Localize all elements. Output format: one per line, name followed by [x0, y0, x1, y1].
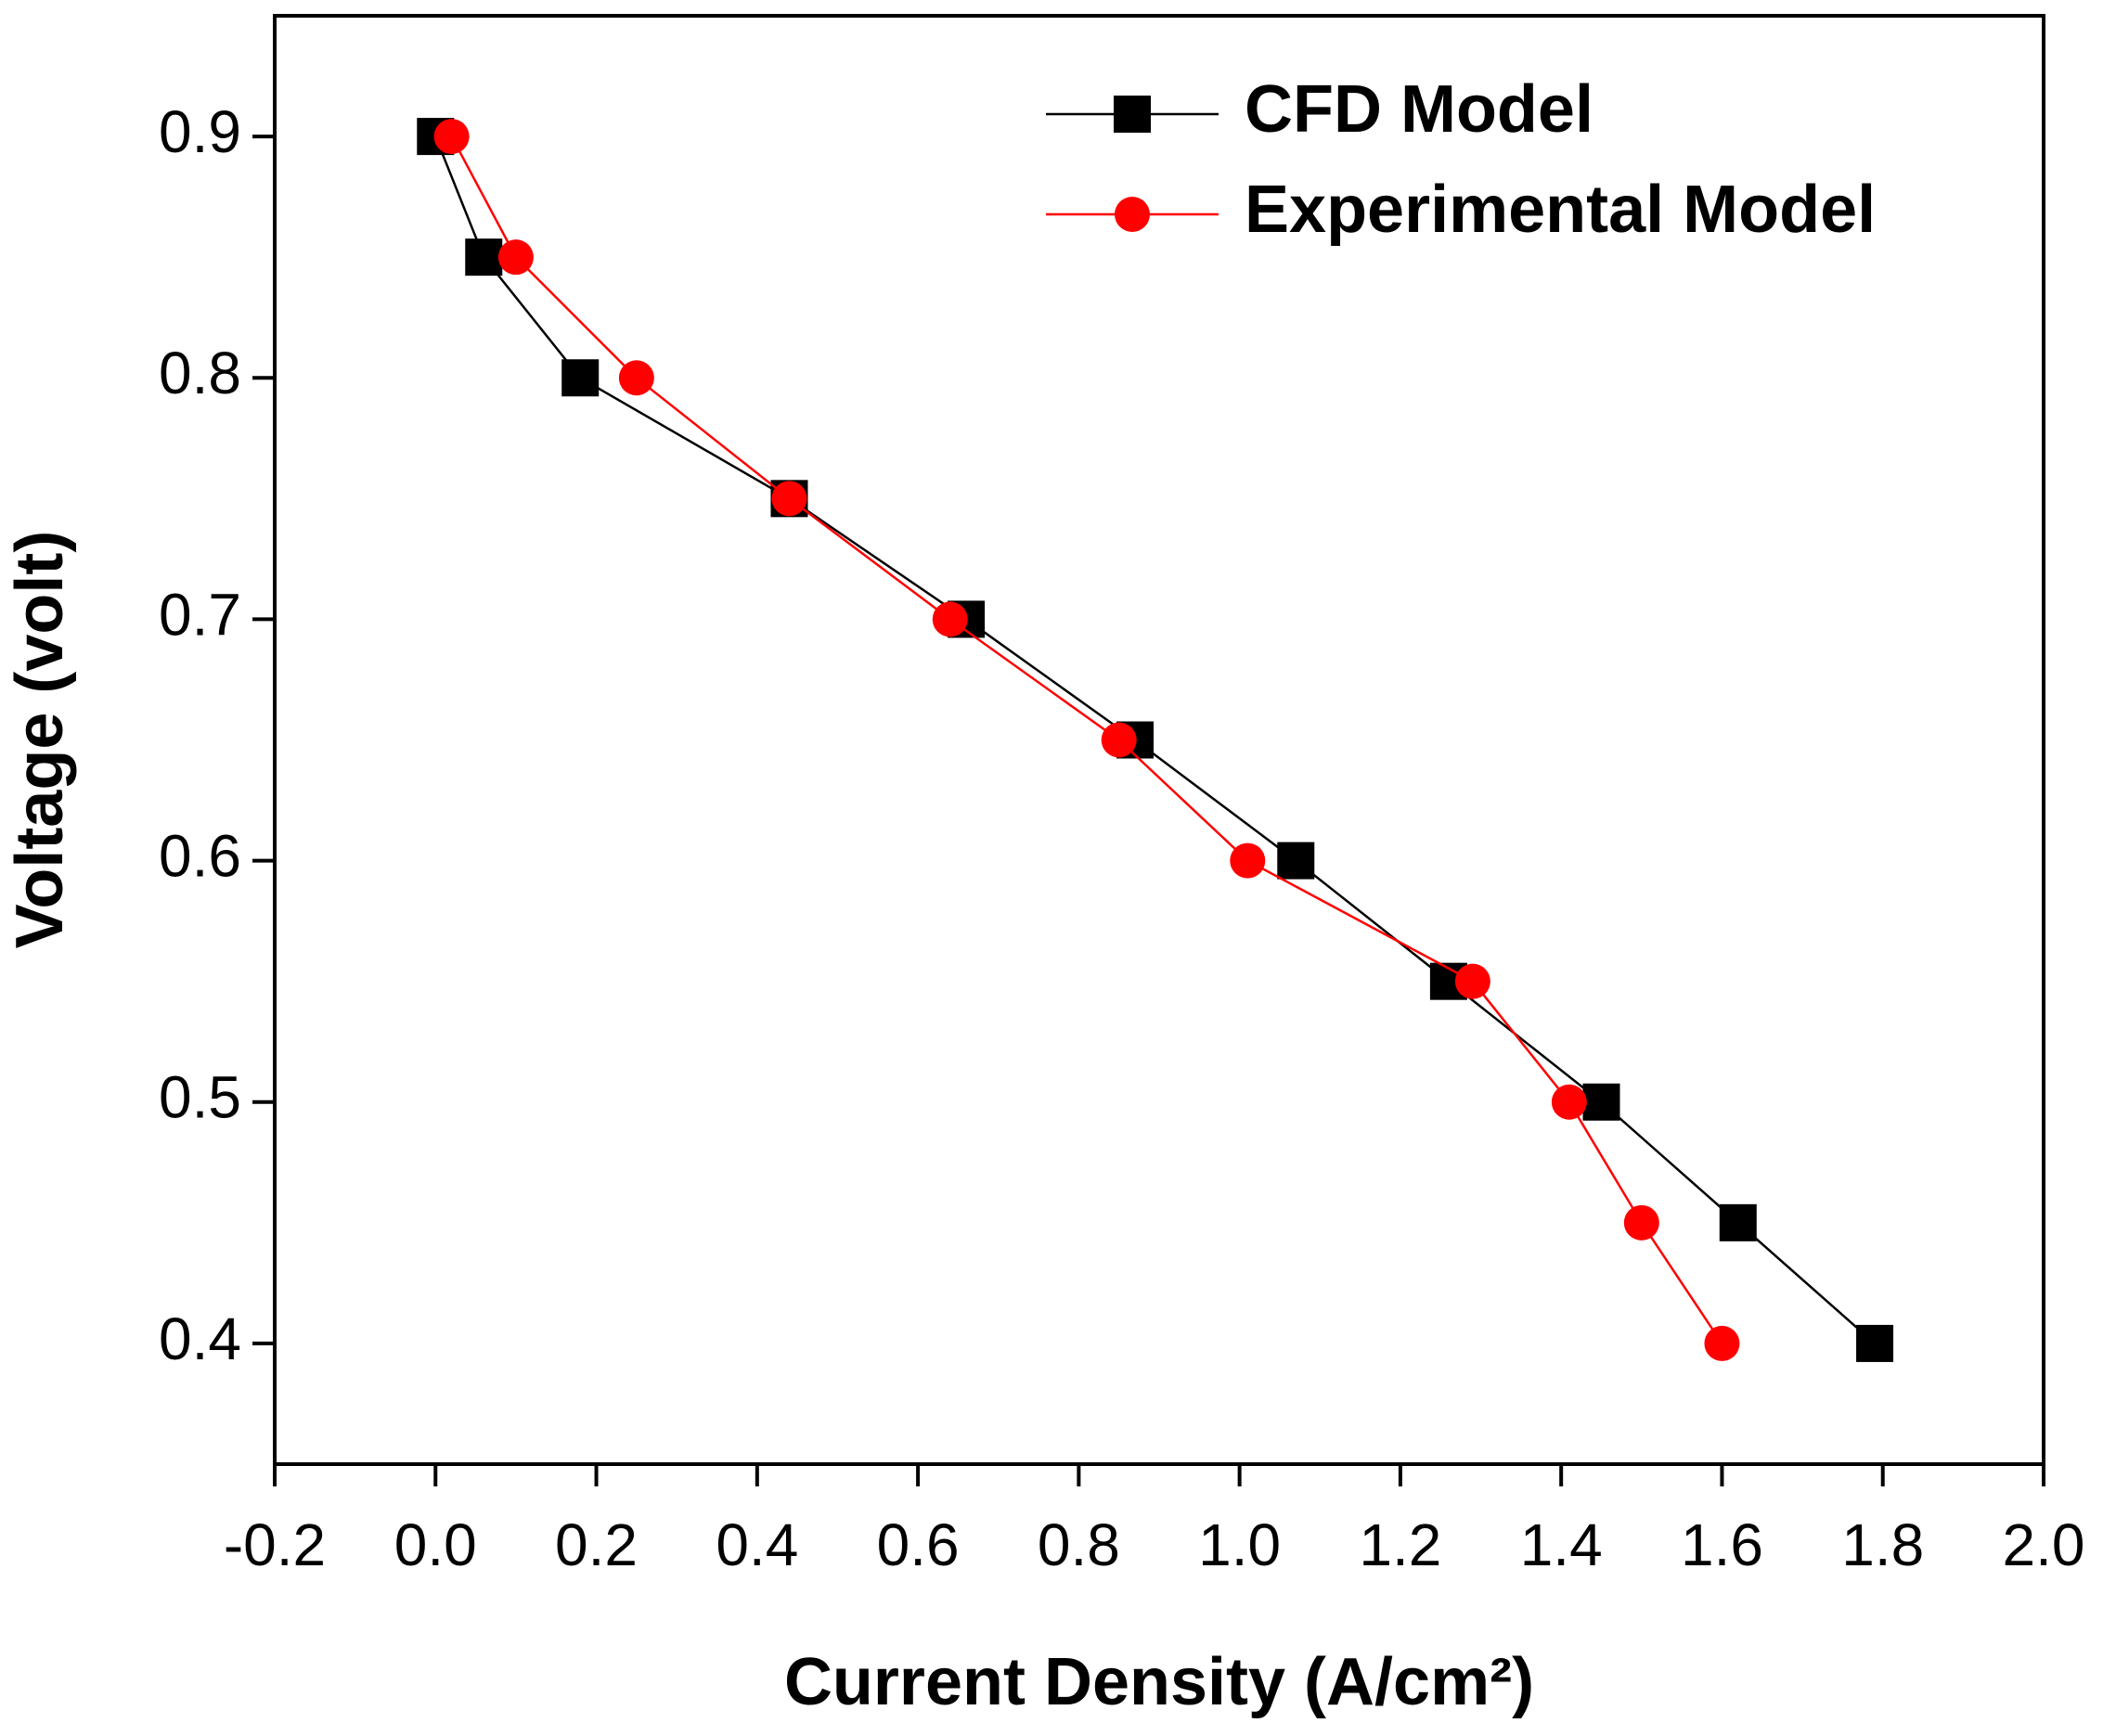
data-point — [1856, 1324, 1894, 1362]
data-point — [497, 239, 534, 276]
legend-label: CFD Model — [1245, 72, 1593, 147]
y-tick-label: 0.6 — [159, 822, 241, 889]
x-tick-label: 2.0 — [2003, 1511, 2085, 1578]
x-tick-label: 1.0 — [1198, 1511, 1281, 1578]
legend-label: Experimental Model — [1245, 173, 1876, 247]
y-tick-label: 0.7 — [159, 581, 241, 648]
data-point — [1719, 1203, 1757, 1241]
legend-marker — [1114, 96, 1151, 133]
x-axis-title: Current Density (A/cm²) — [784, 1645, 1534, 1719]
x-tick-label: 0.8 — [1038, 1511, 1120, 1578]
data-point — [771, 481, 807, 517]
x-tick-label: 0.0 — [394, 1511, 477, 1578]
data-point — [1551, 1084, 1587, 1120]
series-line — [450, 135, 1723, 1344]
y-tick-label: 0.4 — [159, 1305, 241, 1372]
x-tick-label: 1.4 — [1520, 1511, 1603, 1578]
data-point — [433, 119, 470, 155]
x-tick-label: 0.4 — [716, 1511, 798, 1578]
data-point — [932, 601, 968, 637]
plot-frame — [273, 14, 2045, 1466]
x-tick-label: 0.6 — [877, 1511, 960, 1578]
y-tick-label: 0.8 — [159, 340, 241, 406]
legend-marker — [1115, 197, 1150, 232]
x-tick-label: 0.2 — [555, 1511, 638, 1578]
y-axis-title: Voltage (volt) — [3, 531, 77, 949]
x-tick-label: 1.6 — [1681, 1511, 1763, 1578]
x-tick-label: 1.2 — [1359, 1511, 1441, 1578]
y-tick-label: 0.5 — [159, 1064, 241, 1131]
data-point — [1230, 842, 1266, 879]
data-point — [1704, 1325, 1740, 1361]
y-tick-label: 0.9 — [159, 98, 241, 165]
x-tick-label: 1.8 — [1841, 1511, 1924, 1578]
data-point — [618, 360, 654, 396]
series-line — [434, 135, 1876, 1344]
data-point — [561, 359, 600, 397]
data-point — [1582, 1083, 1620, 1121]
data-point — [1454, 963, 1490, 999]
data-point — [1101, 722, 1137, 758]
x-tick-label: -0.2 — [224, 1511, 326, 1578]
data-point — [1623, 1204, 1659, 1241]
data-point — [1277, 842, 1315, 880]
data-point — [465, 238, 503, 276]
